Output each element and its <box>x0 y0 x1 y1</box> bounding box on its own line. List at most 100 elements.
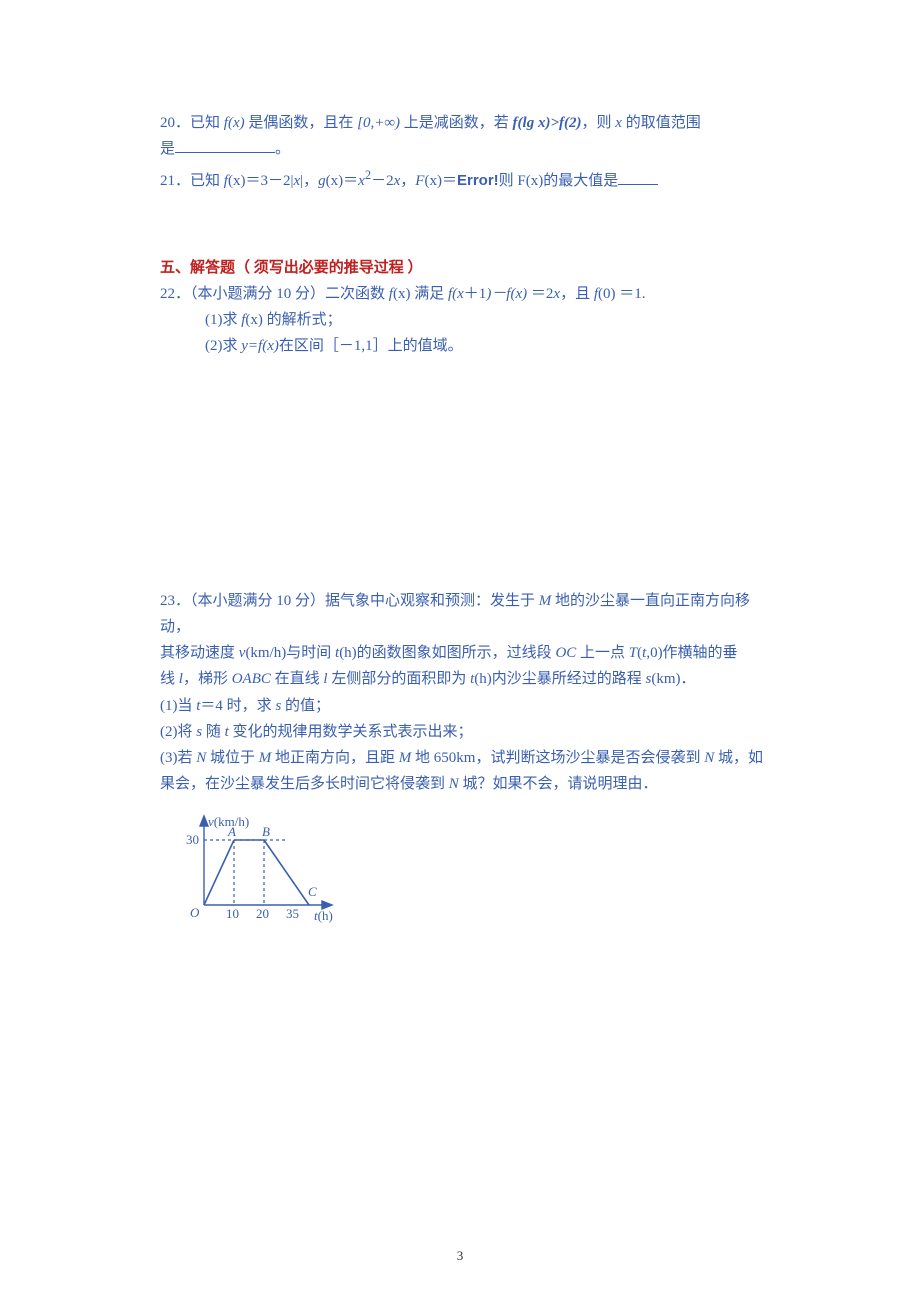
q23-OC: OC <box>555 645 576 661</box>
q23-l3f: (km)． <box>651 671 695 687</box>
q20-fx-args: (x) <box>228 115 245 131</box>
q20-number: 20． <box>160 115 190 131</box>
q21-gx-args: (x) <box>326 173 344 189</box>
q21-eq: ＝3－2| <box>245 173 293 189</box>
question-23: 23．（本小题满分 10 分）据气象中心观察和预测：发生于 M 地的沙尘暴一直向… <box>160 588 765 798</box>
q22-fxp1: f(x <box>448 286 464 302</box>
q23-M3: M <box>399 750 412 766</box>
q21-comma: ， <box>400 173 415 189</box>
graph-xtick-10: 10 <box>226 906 239 921</box>
question-22: 22．（本小题满分 10 分）二次函数 f(x) 满足 f(x＋1)－f(x) … <box>160 281 765 360</box>
q23-l3c: 在直线 <box>271 671 324 687</box>
q20-f2-args: (2) <box>564 115 582 131</box>
q20-x: x <box>615 115 622 131</box>
q23-Targs2: ,0)作横轴的垂 <box>646 645 737 661</box>
q23-p3e: 城，如 <box>714 750 763 766</box>
q23-number: 23． <box>160 593 190 609</box>
q21-Fx-args: (x) <box>424 173 442 189</box>
q23-l3d: 左侧部分的面积即为 <box>328 671 471 687</box>
question-21: 21．已知 f(x)＝3－2|x|，g(x)＝x2－2x，F(x)＝Error!… <box>160 165 765 194</box>
q21-gx: g <box>318 173 326 189</box>
q23-p1c: 的值； <box>281 698 330 714</box>
q23-p1b: ＝4 时，求 <box>200 698 275 714</box>
q21-text-1: 已知 <box>190 173 224 189</box>
q20-text-1: 已知 <box>190 115 224 131</box>
graph-xlabel: t(h) <box>314 908 333 923</box>
q23-l2: 其移动速度 <box>160 645 239 661</box>
q22-l1b: 满足 <box>410 286 448 302</box>
q20-flgx-args: (lg x) <box>518 115 551 131</box>
q23-l3a: 线 <box>160 671 179 687</box>
q23-p3a: (3)若 <box>160 750 196 766</box>
q21-blank <box>618 168 658 185</box>
q23-M: M <box>539 593 552 609</box>
q23-N2: N <box>704 750 714 766</box>
q23-p3f: 果会，在沙尘暴发生后多长时间它将侵袭到 <box>160 776 449 792</box>
graph-xtick-35: 35 <box>286 906 299 921</box>
q21-x2: x <box>358 173 365 189</box>
q21-pipe: |， <box>300 173 318 189</box>
q23-l1: （本小题满分 10 分）据气象中心观察和预测：发生于 <box>190 593 539 609</box>
q20-gt: > <box>550 115 559 131</box>
q20-text-6: 是 <box>160 141 175 157</box>
q23-T: T <box>629 645 637 661</box>
q21-number: 21． <box>160 173 190 189</box>
q23-l2d: 上一点 <box>576 645 629 661</box>
graph-B: B <box>262 824 270 839</box>
velocity-time-graph: v(km/h) 30 A B C O 10 20 35 t(h) <box>168 810 765 930</box>
q22-p1-end: 的解析式； <box>263 312 342 328</box>
q22-fx-args: (x) <box>393 286 411 302</box>
q20-text-5: 的取值范围 <box>622 115 701 131</box>
q23-p3b: 城位于 <box>206 750 259 766</box>
page-number: 3 <box>457 1248 464 1264</box>
q23-l2b: (km/h)与时间 <box>245 645 335 661</box>
q20-text-2: 是偶函数，且在 <box>245 115 358 131</box>
q20-blank <box>175 137 275 154</box>
q23-p3c: 地正南方向，且距 <box>271 750 399 766</box>
q22-eq2x: ＝2 <box>527 286 553 302</box>
q23-p2a: (2)将 <box>160 724 196 740</box>
graph-xtick-20: 20 <box>256 906 269 921</box>
q23-OABC: OABC <box>232 671 271 687</box>
graph-C: C <box>308 884 317 899</box>
q23-l3b: ，梯形 <box>183 671 232 687</box>
q22-l1a: （本小题满分 10 分）二次函数 <box>190 286 389 302</box>
q20-period: 。 <box>275 141 290 157</box>
q21-error: Error! <box>457 172 499 189</box>
q23-M2: M <box>259 750 272 766</box>
q21-eq3: ＝ <box>442 173 457 189</box>
q22-l1c: ，且 <box>560 286 594 302</box>
q22-closefx: )－f(x) <box>486 286 527 302</box>
q22-f0-args: (0) <box>598 286 616 302</box>
q23-p2c: 变化的规律用数学关系式表示出来； <box>229 724 473 740</box>
q23-l3e: (h)内沙尘暴所经过的路程 <box>474 671 645 687</box>
q20-interval: [0,+∞) <box>357 115 400 131</box>
graph-O: O <box>190 905 200 920</box>
q23-N3: N <box>449 776 459 792</box>
graph-ytick-30: 30 <box>186 832 199 847</box>
q23-N: N <box>196 750 206 766</box>
q23-p2b: 随 <box>202 724 225 740</box>
section-5-heading: 五、解答题（ 须写出必要的推导过程 ） <box>160 256 765 277</box>
q23-p3d: 地 650km，试判断这场沙尘暴是否会侵袭到 <box>411 750 704 766</box>
q22-p2-label: (2)求 <box>205 338 241 354</box>
q22-plus1: ＋1 <box>464 286 487 302</box>
q21-eq2: ＝ <box>343 173 358 189</box>
q22-p1-fx-args: (x) <box>245 312 263 328</box>
q22-yfx: y=f(x) <box>241 338 279 354</box>
q22-eq1: ＝1. <box>616 286 646 302</box>
q23-l2c: (h)的函数图象如图所示，过线段 <box>339 645 555 661</box>
graph-A: A <box>227 824 236 839</box>
q22-number: 22． <box>160 286 190 302</box>
q21-fx-args: (x) <box>228 173 246 189</box>
q23-p1a: (1)当 <box>160 698 196 714</box>
q22-p1-label: (1)求 <box>205 312 241 328</box>
q21-text-2: 则 F(x)的最大值是 <box>499 173 619 189</box>
q20-text-3: 上是减函数，若 <box>400 115 513 131</box>
graph-svg: v(km/h) 30 A B C O 10 20 35 t(h) <box>168 810 343 925</box>
question-20: 20．已知 f(x) 是偶函数，且在 [0,+∞) 上是减函数，若 f(lg x… <box>160 110 765 163</box>
q21-minus: －2 <box>371 173 394 189</box>
q20-text-4: ，则 <box>582 115 616 131</box>
q22-p2-end: 在区间［－1,1］上的值域。 <box>279 338 463 354</box>
q23-p3g: 城？如果不会，请说明理由． <box>459 776 658 792</box>
